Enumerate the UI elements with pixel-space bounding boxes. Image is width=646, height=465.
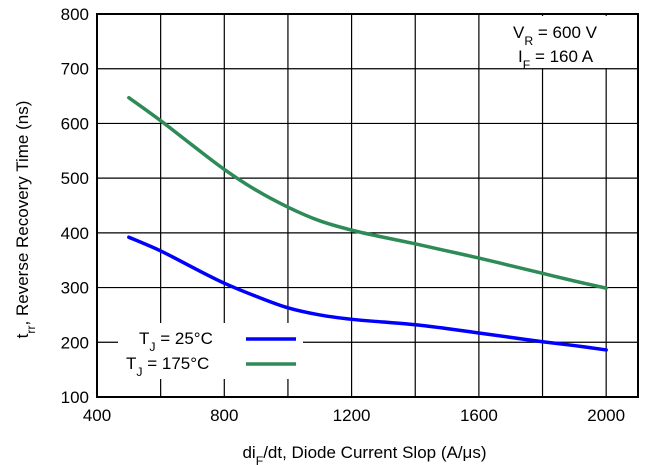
axis-labels: diF/dt, Diode Current Slop (A/μs) trr, Re…	[13, 101, 487, 465]
conditions-annotation: VR = 600 VIF = 160 A	[503, 16, 636, 72]
legend-label-0-main: T	[139, 329, 149, 348]
series-line-tj-175c	[127, 95, 608, 290]
x-tick-label: 1600	[460, 406, 498, 425]
plot-frame	[96, 13, 639, 398]
x-tick-label: 800	[210, 406, 238, 425]
legend: TJ = 25°CTJ = 175°C	[118, 323, 303, 379]
legend-label-1-sub: J	[136, 365, 142, 379]
series-lines	[127, 95, 608, 352]
condition-vr-rest: = 600 V	[533, 23, 597, 42]
condition-if: IF = 160 A	[518, 47, 594, 72]
y-axis-label-sub: rr	[24, 325, 38, 333]
y-tick-label: 800	[61, 5, 89, 24]
grid	[97, 14, 638, 397]
y-tick-label: 700	[61, 60, 89, 79]
series-line-tj-25c	[127, 235, 608, 352]
legend-label-0-sub: J	[149, 340, 155, 354]
condition-vr-main: V	[513, 23, 525, 42]
legend-background	[118, 323, 303, 379]
condition-if-main: I	[518, 47, 523, 66]
x-tick-label: 400	[83, 406, 111, 425]
legend-label-1: TJ = 175°C	[126, 354, 209, 379]
condition-vr: VR = 600 V	[513, 23, 598, 48]
conditions-background	[503, 16, 636, 68]
legend-label-1-main: T	[126, 354, 136, 373]
y-tick-label: 200	[61, 333, 89, 352]
y-tick-label: 500	[61, 169, 89, 188]
y-tick-label: 600	[61, 114, 89, 133]
y-axis-label: trr, Reverse Recovery Time (ns)	[13, 101, 38, 339]
x-axis-label-rest: /dt, Diode Current Slop (A/μs)	[263, 443, 486, 462]
condition-if-sub: F	[523, 58, 530, 72]
y-tick-label: 400	[61, 224, 89, 243]
y-tick-label: 100	[61, 388, 89, 407]
x-tick-label: 1200	[333, 406, 371, 425]
x-tick-label: 2000	[587, 406, 625, 425]
condition-vr-sub: R	[524, 34, 533, 48]
x-axis-label-sub: F	[256, 454, 263, 465]
y-axis-label-rest: , Reverse Recovery Time (ns)	[13, 101, 32, 326]
y-axis-label-main: t	[13, 333, 32, 338]
condition-if-rest: = 160 A	[530, 47, 594, 66]
legend-label-0-rest: = 25°C	[156, 329, 213, 348]
legend-label-0: TJ = 25°C	[139, 329, 213, 354]
x-axis-label: diF/dt, Diode Current Slop (A/μs)	[242, 443, 486, 465]
x-axis-label-main: di	[242, 443, 255, 462]
tick-labels: 400 800 1200 1600 2000 100 200 300 400 500 600 700 8…	[61, 5, 625, 425]
y-tick-label: 300	[61, 279, 89, 298]
legend-label-1-rest: = 175°C	[143, 354, 210, 373]
